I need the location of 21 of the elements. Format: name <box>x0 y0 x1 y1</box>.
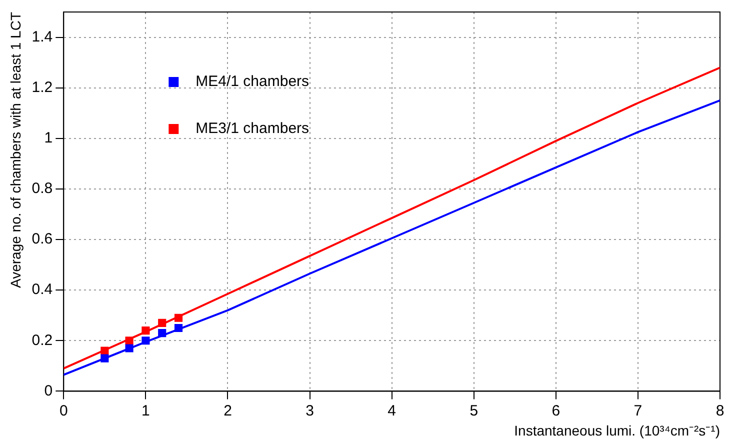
x-tick-label: 4 <box>388 402 396 420</box>
y-axis-title: Average no. of chambers with at least 1 LCT <box>7 12 24 288</box>
x-tick-label: 3 <box>306 402 314 420</box>
x-tick-label: 8 <box>716 402 724 420</box>
x-tick-label: 1 <box>142 402 150 420</box>
x-tick-label: 7 <box>634 402 642 420</box>
x-tick-label: 0 <box>59 402 68 420</box>
y-tick-label: 0.6 <box>32 230 53 248</box>
x-axis-title: Instantaneous lumi. (10³⁴cm⁻²s⁻¹) <box>514 422 720 438</box>
x-tick-label: 6 <box>552 402 560 420</box>
y-tick-label: 0.8 <box>32 180 53 198</box>
x-tick-label: 2 <box>224 402 232 420</box>
legend-label: ME4/1 chambers <box>196 73 310 90</box>
legend-label: ME3/1 chambers <box>196 120 310 138</box>
y-tick-label: 0 <box>44 382 53 400</box>
y-tick-label: 1 <box>44 130 53 147</box>
y-tick-label: 1.4 <box>32 28 53 46</box>
x-tick-label: 5 <box>470 402 478 420</box>
y-tick-label: 0.2 <box>32 332 53 349</box>
y-tick-label: 0.4 <box>32 281 53 298</box>
y-tick-label: 1.2 <box>32 78 53 96</box>
